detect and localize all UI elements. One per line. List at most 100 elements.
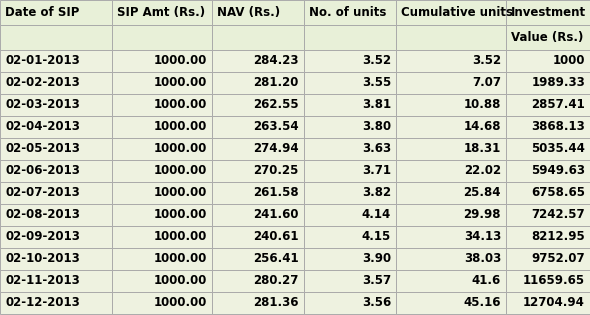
Bar <box>212 50 304 72</box>
Bar <box>112 94 212 116</box>
Bar <box>506 0 590 25</box>
Bar <box>212 138 304 160</box>
Text: 256.41: 256.41 <box>253 253 299 266</box>
Text: 5035.44: 5035.44 <box>531 142 585 156</box>
Text: 25.84: 25.84 <box>464 186 501 199</box>
Text: 1989.33: 1989.33 <box>531 77 585 89</box>
Bar <box>0 204 112 226</box>
Text: 7.07: 7.07 <box>472 77 501 89</box>
Text: 3.90: 3.90 <box>362 253 391 266</box>
Bar <box>396 292 506 314</box>
Text: 7242.57: 7242.57 <box>532 209 585 221</box>
Bar <box>304 226 396 248</box>
Text: 3.56: 3.56 <box>362 296 391 310</box>
Bar <box>212 25 304 50</box>
Bar <box>212 0 304 25</box>
Bar <box>506 182 590 204</box>
Bar <box>506 292 590 314</box>
Text: 3.57: 3.57 <box>362 274 391 288</box>
Text: Date of SIP: Date of SIP <box>5 6 80 19</box>
Bar <box>112 226 212 248</box>
Text: 38.03: 38.03 <box>464 253 501 266</box>
Text: 10.88: 10.88 <box>464 99 501 112</box>
Bar <box>396 270 506 292</box>
Bar <box>304 182 396 204</box>
Bar <box>396 94 506 116</box>
Bar <box>212 94 304 116</box>
Bar <box>212 292 304 314</box>
Text: 02-09-2013: 02-09-2013 <box>5 231 80 243</box>
Text: 4.15: 4.15 <box>362 231 391 243</box>
Text: 34.13: 34.13 <box>464 231 501 243</box>
Bar <box>212 182 304 204</box>
Text: 3.52: 3.52 <box>362 54 391 67</box>
Text: 3.63: 3.63 <box>362 142 391 156</box>
Text: Cumulative units: Cumulative units <box>401 6 513 19</box>
Text: 02-08-2013: 02-08-2013 <box>5 209 80 221</box>
Bar <box>304 292 396 314</box>
Bar <box>112 292 212 314</box>
Text: 3.80: 3.80 <box>362 121 391 134</box>
Text: 11659.65: 11659.65 <box>523 274 585 288</box>
Bar <box>506 116 590 138</box>
Bar <box>0 138 112 160</box>
Bar <box>396 248 506 270</box>
Bar <box>0 270 112 292</box>
Bar <box>0 25 112 50</box>
Bar <box>112 50 212 72</box>
Text: 02-05-2013: 02-05-2013 <box>5 142 80 156</box>
Text: 281.20: 281.20 <box>254 77 299 89</box>
Bar <box>506 204 590 226</box>
Text: 274.94: 274.94 <box>253 142 299 156</box>
Text: 281.36: 281.36 <box>254 296 299 310</box>
Text: 1000.00: 1000.00 <box>153 296 207 310</box>
Text: 1000.00: 1000.00 <box>153 209 207 221</box>
Text: Value (Rs.): Value (Rs.) <box>511 31 584 44</box>
Bar <box>304 72 396 94</box>
Text: 02-04-2013: 02-04-2013 <box>5 121 80 134</box>
Bar <box>112 116 212 138</box>
Bar <box>396 182 506 204</box>
Text: 241.60: 241.60 <box>254 209 299 221</box>
Bar <box>396 72 506 94</box>
Bar <box>506 25 590 50</box>
Text: 02-01-2013: 02-01-2013 <box>5 54 80 67</box>
Bar <box>212 226 304 248</box>
Text: 261.58: 261.58 <box>253 186 299 199</box>
Text: 1000.00: 1000.00 <box>153 186 207 199</box>
Bar <box>304 94 396 116</box>
Bar <box>212 204 304 226</box>
Bar <box>396 25 506 50</box>
Bar <box>0 94 112 116</box>
Text: 3.55: 3.55 <box>362 77 391 89</box>
Text: 1000.00: 1000.00 <box>153 231 207 243</box>
Bar <box>112 72 212 94</box>
Text: 02-07-2013: 02-07-2013 <box>5 186 80 199</box>
Bar <box>396 226 506 248</box>
Bar <box>0 72 112 94</box>
Text: NAV (Rs.): NAV (Rs.) <box>217 6 280 19</box>
Bar <box>112 0 212 25</box>
Bar <box>212 116 304 138</box>
Text: 1000.00: 1000.00 <box>153 54 207 67</box>
Bar <box>112 160 212 182</box>
Bar <box>112 248 212 270</box>
Bar <box>396 116 506 138</box>
Text: 29.98: 29.98 <box>464 209 501 221</box>
Text: 3.82: 3.82 <box>362 186 391 199</box>
Text: 284.23: 284.23 <box>254 54 299 67</box>
Text: 02-06-2013: 02-06-2013 <box>5 164 80 177</box>
Text: 1000: 1000 <box>552 54 585 67</box>
Text: 45.16: 45.16 <box>464 296 501 310</box>
Text: 9752.07: 9752.07 <box>532 253 585 266</box>
Text: 1000.00: 1000.00 <box>153 164 207 177</box>
Bar <box>0 160 112 182</box>
Bar <box>304 50 396 72</box>
Text: 2857.41: 2857.41 <box>531 99 585 112</box>
Bar <box>212 72 304 94</box>
Text: 8212.95: 8212.95 <box>531 231 585 243</box>
Text: 12704.94: 12704.94 <box>523 296 585 310</box>
Text: Investment: Investment <box>511 6 586 19</box>
Bar <box>0 50 112 72</box>
Bar <box>396 50 506 72</box>
